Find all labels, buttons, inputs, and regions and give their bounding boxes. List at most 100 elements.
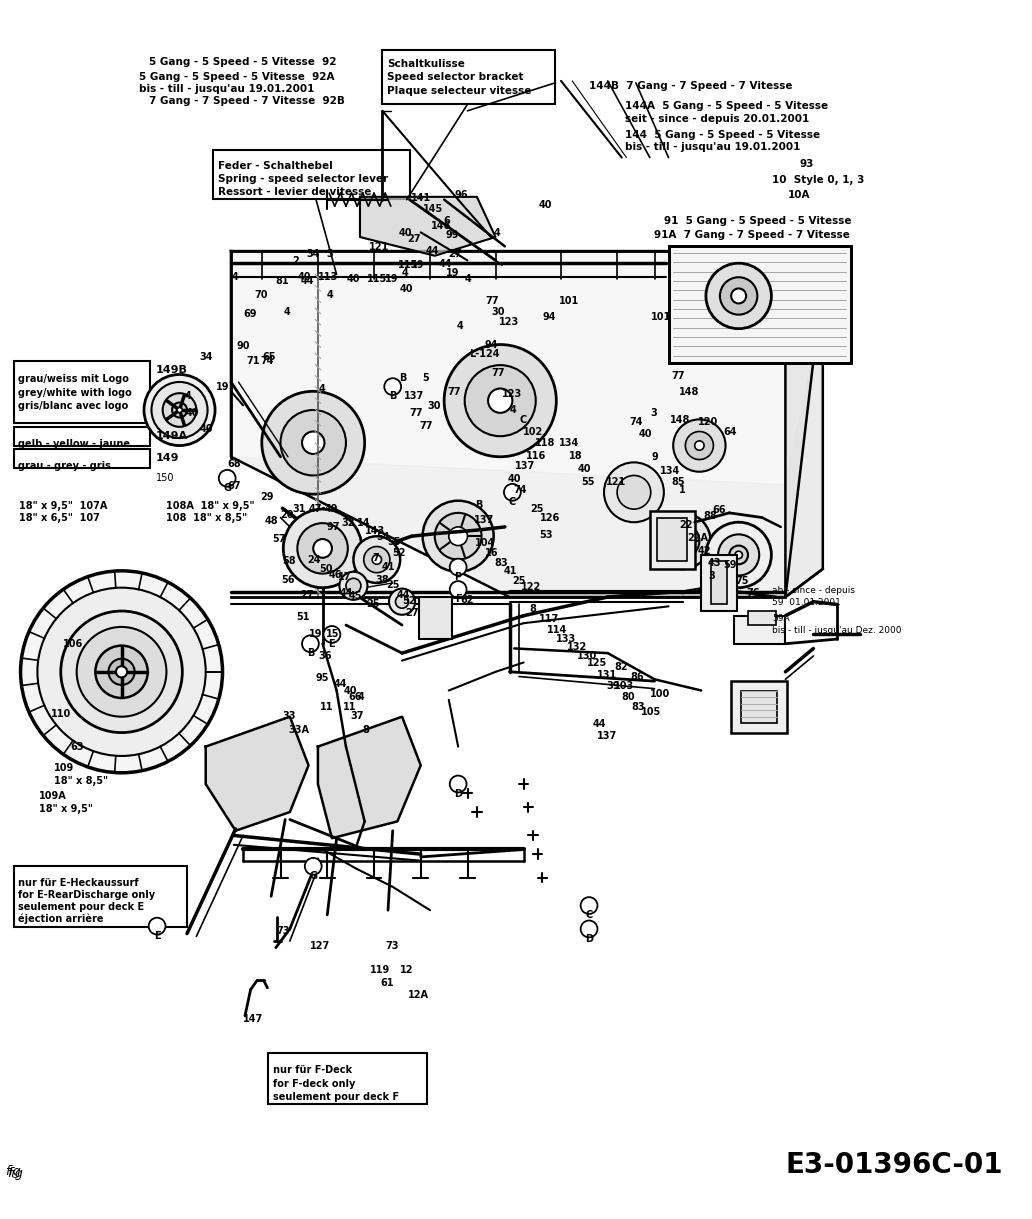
Text: 119: 119 — [370, 965, 390, 975]
Text: 65: 65 — [263, 352, 277, 362]
Text: 44: 44 — [439, 258, 452, 268]
Text: 32: 32 — [342, 518, 355, 528]
Text: 86: 86 — [631, 672, 644, 681]
Bar — [14, 361, 150, 423]
Text: 55: 55 — [387, 538, 400, 547]
Text: 1: 1 — [679, 485, 685, 495]
Text: 94: 94 — [484, 340, 497, 350]
Circle shape — [302, 635, 319, 652]
Circle shape — [353, 536, 400, 583]
Text: ab - since - depuis: ab - since - depuis — [772, 586, 856, 595]
Text: 70: 70 — [254, 290, 268, 300]
Text: 61: 61 — [381, 978, 394, 987]
Text: 41: 41 — [504, 566, 517, 577]
Text: 148: 148 — [679, 386, 700, 396]
Text: 8: 8 — [529, 605, 536, 614]
Text: 4: 4 — [464, 274, 472, 284]
Text: 123: 123 — [503, 389, 522, 400]
Text: fig: fig — [7, 1168, 24, 1180]
Text: 115: 115 — [398, 261, 419, 271]
Text: 74: 74 — [261, 356, 275, 366]
Text: 7: 7 — [373, 553, 379, 563]
Text: 6: 6 — [443, 217, 450, 227]
Text: 83: 83 — [494, 558, 508, 568]
Text: 68: 68 — [227, 458, 240, 468]
Text: 71: 71 — [246, 356, 259, 366]
Text: 52: 52 — [392, 549, 406, 558]
Circle shape — [219, 469, 235, 486]
Circle shape — [95, 646, 148, 698]
Text: 117: 117 — [539, 614, 558, 624]
Circle shape — [695, 441, 704, 450]
Text: seulement pour deck F: seulement pour deck F — [273, 1092, 399, 1102]
Text: 3: 3 — [709, 570, 715, 580]
Circle shape — [389, 589, 415, 614]
Text: 97: 97 — [326, 522, 340, 533]
Text: 57: 57 — [272, 534, 286, 545]
Text: 46: 46 — [328, 570, 342, 580]
Text: 110: 110 — [52, 709, 71, 719]
Text: 4: 4 — [319, 384, 325, 394]
Text: 91A  7 Gang - 7 Speed - 7 Vitesse: 91A 7 Gang - 7 Speed - 7 Vitesse — [654, 230, 850, 240]
Text: 81: 81 — [276, 277, 289, 286]
Bar — [14, 450, 150, 468]
Circle shape — [581, 920, 598, 937]
Text: 40: 40 — [578, 464, 591, 474]
Text: Schaltkulisse: Schaltkulisse — [387, 60, 465, 69]
Circle shape — [685, 432, 713, 460]
Circle shape — [61, 611, 183, 733]
Text: 77: 77 — [491, 368, 505, 378]
Bar — [657, 518, 687, 562]
Text: 133: 133 — [556, 634, 577, 645]
Circle shape — [504, 484, 521, 501]
Text: 104: 104 — [475, 538, 495, 549]
Text: 83: 83 — [632, 702, 645, 712]
Text: 145: 145 — [423, 205, 443, 215]
Text: 113: 113 — [318, 272, 338, 282]
Text: 108A  18" x 9,5": 108A 18" x 9,5" — [166, 501, 255, 511]
Text: B: B — [475, 500, 482, 510]
Text: 74: 74 — [630, 417, 643, 428]
Circle shape — [735, 551, 742, 558]
Text: 4: 4 — [456, 321, 463, 332]
Circle shape — [76, 627, 166, 717]
Circle shape — [108, 658, 134, 685]
Polygon shape — [318, 717, 421, 839]
Text: F: F — [455, 594, 461, 605]
Text: 36: 36 — [319, 651, 332, 661]
Text: 43: 43 — [708, 558, 721, 568]
Circle shape — [346, 578, 361, 594]
Bar — [669, 246, 850, 363]
Text: 95: 95 — [315, 673, 328, 683]
Text: 50: 50 — [319, 564, 332, 574]
Text: 4: 4 — [510, 406, 516, 416]
Text: 33A: 33A — [288, 725, 309, 735]
Text: seulement pour deck E: seulement pour deck E — [18, 902, 143, 912]
Text: 126: 126 — [541, 513, 560, 523]
Text: Feder - Schalthebel: Feder - Schalthebel — [218, 161, 332, 172]
Text: 105: 105 — [641, 707, 660, 717]
Text: 103: 103 — [614, 681, 635, 691]
Text: 118: 118 — [535, 438, 555, 449]
Bar — [734, 616, 785, 644]
Text: 90: 90 — [236, 341, 250, 351]
Text: 134: 134 — [559, 438, 579, 449]
Text: 106: 106 — [63, 639, 83, 649]
Text: 144  5 Gang - 5 Speed - 5 Vitesse: 144 5 Gang - 5 Speed - 5 Vitesse — [624, 129, 819, 139]
Text: 40: 40 — [347, 274, 360, 284]
Bar — [14, 867, 187, 928]
Text: 93: 93 — [800, 160, 814, 169]
Text: 143: 143 — [364, 525, 385, 536]
Text: 16: 16 — [485, 549, 498, 558]
Text: 109A: 109A — [39, 791, 67, 802]
Text: 146: 146 — [431, 221, 451, 232]
Text: 137: 137 — [404, 391, 424, 401]
Text: 15: 15 — [326, 629, 340, 639]
Text: 19: 19 — [446, 268, 459, 278]
Text: 76: 76 — [746, 588, 760, 597]
Text: G: G — [223, 483, 231, 492]
Circle shape — [284, 510, 362, 588]
Text: 4: 4 — [326, 290, 333, 300]
Circle shape — [395, 595, 409, 608]
Text: D: D — [454, 789, 462, 798]
